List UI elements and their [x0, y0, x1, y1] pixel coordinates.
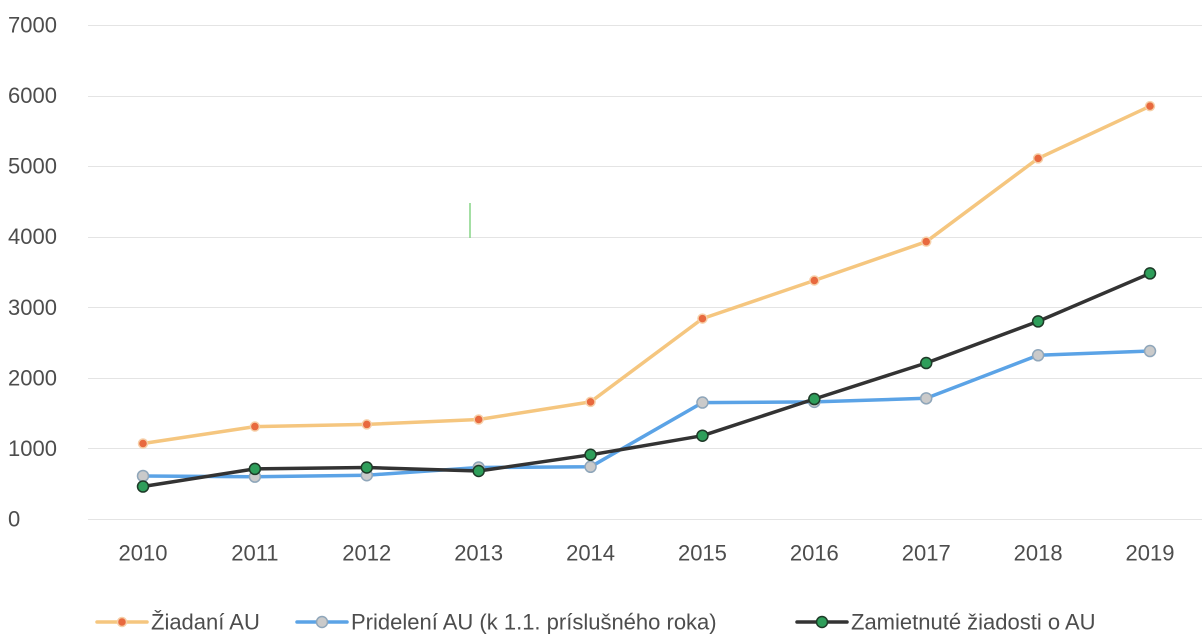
data-point-marker — [809, 275, 820, 286]
data-point-marker — [585, 396, 596, 408]
series-line — [141, 271, 1152, 489]
data-point-marker — [697, 313, 708, 324]
x-tick-label: 2019 — [1126, 541, 1175, 566]
x-tick-label: 2014 — [566, 541, 615, 566]
series-line — [141, 349, 1152, 479]
x-tick-label: 2016 — [790, 541, 839, 566]
data-point-marker — [1031, 349, 1045, 362]
data-point-marker — [919, 392, 933, 405]
legend-item-ziadani-au: Žiadaní AU — [95, 610, 260, 635]
gridlines — [88, 25, 1202, 520]
legend-marker-icon — [116, 616, 128, 628]
legend-label: Žiadaní AU — [151, 610, 260, 635]
data-point-marker — [696, 396, 709, 409]
data-point-marker — [136, 469, 150, 483]
data-point-marker — [472, 464, 485, 478]
x-tick-label: 2010 — [119, 541, 168, 566]
data-point-marker — [696, 429, 709, 442]
series-3 — [136, 267, 1157, 493]
x-tick-label: 2012 — [342, 541, 391, 566]
y-tick-label: 6000 — [8, 83, 57, 108]
data-point-marker — [808, 392, 821, 406]
legend-marker-icon — [315, 615, 329, 629]
data-point-marker — [136, 480, 150, 493]
x-tick-label: 2011 — [231, 541, 278, 566]
legend-label: Pridelení AU (k 1.1. príslušného roka) — [351, 610, 717, 635]
data-point-marker — [248, 462, 262, 476]
legend-item-zamietnute-ziadosti: Zamietnuté žiadosti o AU — [795, 610, 1096, 635]
x-tick-label: 2017 — [902, 541, 951, 566]
data-point-marker — [1031, 315, 1045, 328]
data-point-marker — [919, 356, 933, 370]
series-layer — [136, 100, 1157, 493]
data-point-marker — [361, 419, 373, 430]
x-tick-label: 2015 — [678, 541, 727, 566]
y-tick-label: 7000 — [8, 13, 57, 38]
data-point-marker — [137, 438, 149, 449]
data-point-marker — [360, 461, 374, 474]
data-point-marker — [1143, 344, 1157, 358]
data-point-marker — [584, 460, 597, 474]
series-2 — [136, 344, 1157, 483]
x-tick-label: 2013 — [454, 541, 503, 566]
y-tick-label: 0 — [8, 507, 20, 532]
y-tick-label: 4000 — [8, 224, 57, 249]
y-tick-label: 3000 — [8, 295, 57, 320]
legend: Žiadaní AU Pridelení AU (k 1.1. príslušn… — [95, 610, 1096, 635]
data-point-marker — [1144, 100, 1156, 112]
series-1 — [137, 100, 1156, 449]
data-point-marker — [584, 448, 597, 462]
y-axis-labels: 0 1000 2000 3000 4000 5000 6000 7000 — [8, 13, 57, 532]
data-point-marker — [1143, 267, 1157, 280]
series-line — [141, 104, 1152, 446]
legend-item-prideleni-au: Pridelení AU (k 1.1. príslušného roka) — [295, 610, 717, 635]
data-point-marker — [920, 236, 932, 247]
legend-label: Zamietnuté žiadosti o AU — [851, 610, 1096, 635]
data-point-marker — [249, 421, 261, 432]
x-tick-label: 2018 — [1014, 541, 1063, 566]
y-tick-label: 2000 — [8, 365, 57, 390]
y-tick-label: 5000 — [8, 154, 57, 179]
y-tick-label: 1000 — [8, 436, 57, 461]
data-point-marker — [1032, 153, 1044, 164]
data-point-marker — [473, 414, 484, 425]
x-axis-labels: 2010 2011 2012 2013 2014 2015 2016 2017 2018 2019 — [119, 541, 1175, 566]
legend-marker-icon — [815, 615, 829, 629]
